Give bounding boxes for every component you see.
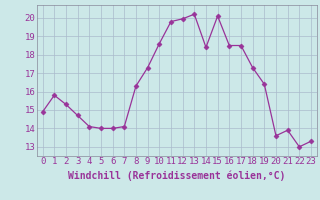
X-axis label: Windchill (Refroidissement éolien,°C): Windchill (Refroidissement éolien,°C) [68,171,285,181]
